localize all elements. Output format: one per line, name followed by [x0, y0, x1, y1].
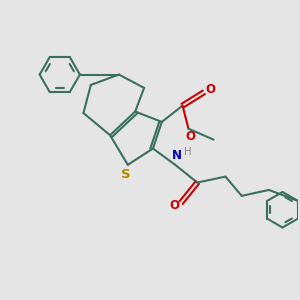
Text: O: O — [186, 130, 196, 143]
Text: O: O — [169, 199, 179, 212]
Text: H: H — [184, 147, 191, 157]
Text: S: S — [121, 168, 130, 181]
Text: N: N — [172, 149, 182, 162]
Text: O: O — [206, 83, 215, 96]
